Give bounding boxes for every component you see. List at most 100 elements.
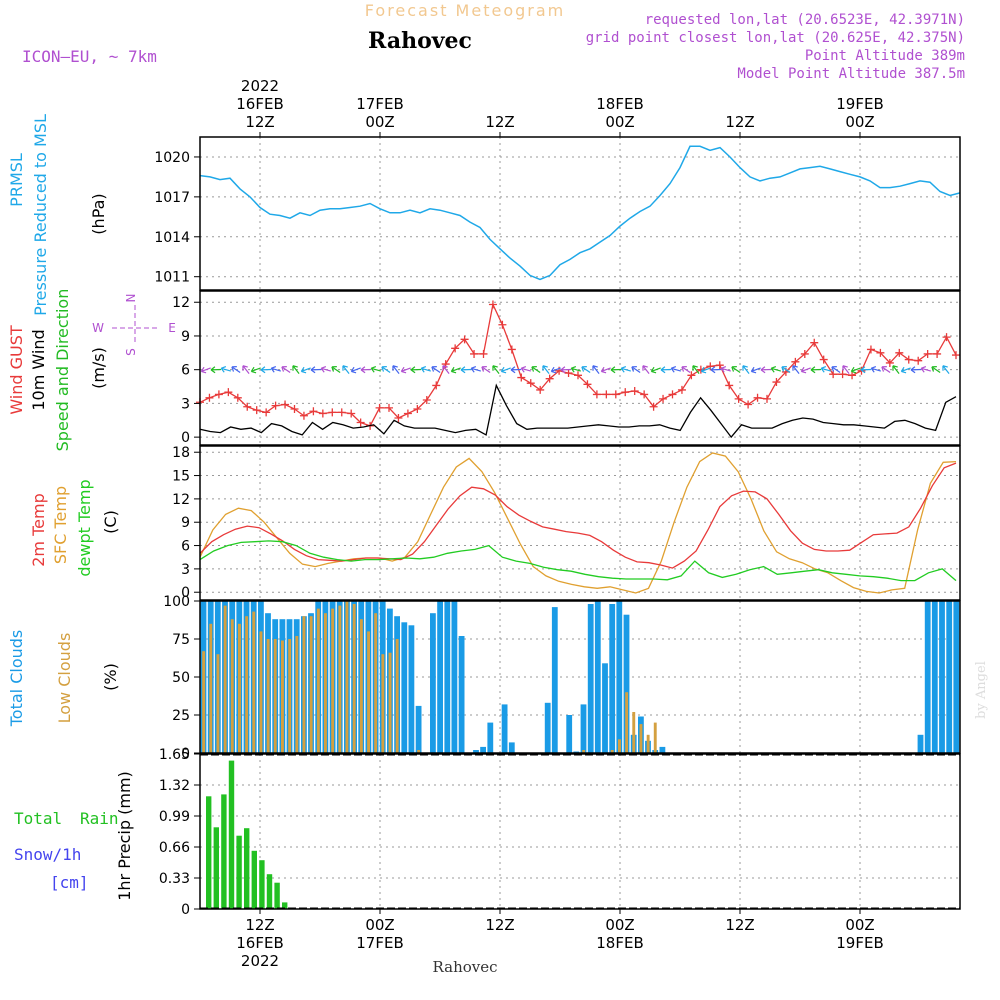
- wind-direction-arrow: [231, 366, 241, 373]
- low-clouds-bar: [618, 739, 621, 753]
- low-clouds-bar: [610, 750, 614, 753]
- gust-marker: [356, 418, 365, 427]
- gust-marker: [262, 408, 271, 417]
- wind-direction-arrow-shape: [220, 365, 231, 373]
- wind-direction-arrow: [870, 365, 881, 373]
- gust-marker: [233, 393, 242, 402]
- gust-marker: [347, 409, 356, 418]
- rain-bar: [206, 796, 212, 909]
- total-clouds-bar: [437, 601, 443, 753]
- wind-direction-arrow: [310, 366, 322, 374]
- top-time-label: 00Z: [365, 113, 394, 131]
- wind-direction-arrow: [560, 366, 572, 374]
- model-altitude: Model Point Altitude 387.5m: [737, 66, 965, 82]
- wind-direction-arrow-shape: [360, 366, 372, 374]
- bottom-year-label: 2022: [241, 952, 279, 970]
- low-clouds-bar: [352, 604, 356, 753]
- wind-direction-arrow: [642, 365, 650, 374]
- wind-direction-arrow-shape: [870, 365, 881, 373]
- ytick-label-wind: 0: [181, 430, 190, 446]
- ytick-label-wind: 12: [172, 295, 190, 311]
- wind-direction-arrow-shape: [581, 366, 591, 373]
- wind-direction-arrow: [760, 366, 772, 374]
- wind-direction-arrow-shape: [431, 366, 441, 373]
- wind-direction-arrow: [392, 365, 400, 374]
- low-clouds-bar: [295, 636, 299, 753]
- wind-direction-arrow-shape: [492, 365, 500, 374]
- gust-marker: [583, 380, 592, 389]
- gust-marker: [479, 349, 488, 358]
- low-clouds-bar: [388, 652, 392, 753]
- ytick-label-pressure: 1017: [154, 190, 190, 206]
- low-clouds-bar: [625, 692, 629, 753]
- total-clouds-bar: [939, 601, 945, 753]
- gust-marker: [422, 396, 431, 405]
- wind-direction-arrow: [410, 366, 422, 374]
- wind-direction-arrow: [270, 365, 281, 373]
- wind-direction-arrow: [260, 366, 272, 374]
- wind-direction-arrow: [750, 366, 761, 374]
- wind-direction-arrow-shape: [631, 366, 641, 373]
- total-clouds-bar: [594, 601, 601, 753]
- wind-direction-arrow-shape: [442, 365, 450, 374]
- axes-layer: 1011101410171020036912036912151802550751…: [154, 77, 961, 970]
- gust-marker: [299, 411, 308, 420]
- gust-marker: [545, 374, 554, 383]
- wind-direction-arrow: [710, 366, 722, 374]
- wind-direction-arrow: [620, 365, 631, 373]
- low-clouds-bar: [288, 639, 292, 753]
- wind-direction-arrow-shape: [510, 366, 522, 374]
- wind-direction-arrow: [831, 366, 841, 373]
- wind-direction-arrow: [581, 366, 591, 373]
- gust-marker: [687, 371, 696, 380]
- forecast-title: Forecast Meteogram: [365, 1, 565, 20]
- low-clouds-bar: [266, 639, 270, 753]
- top-date-label: 19FEB: [836, 95, 883, 113]
- ytick-label-clouds: 100: [163, 594, 190, 610]
- wind-direction-arrow-shape: [900, 366, 911, 374]
- wind-direction-arrow-shape: [470, 365, 481, 373]
- wind-direction-arrow: [550, 366, 561, 374]
- top-time-label: 00Z: [605, 113, 634, 131]
- wind-direction-arrow-shape: [792, 365, 800, 374]
- wind-direction-arrow: [450, 366, 461, 374]
- gust-marker: [649, 402, 658, 411]
- rain-bar: [282, 902, 288, 909]
- gust-marker: [810, 338, 819, 347]
- point-altitude: Point Altitude 389m: [805, 48, 965, 64]
- watermark: by Angel: [974, 661, 989, 719]
- wind-direction-arrow: [400, 366, 411, 374]
- ytick-label-precip: 0: [181, 902, 190, 918]
- low-clouds-bar: [395, 639, 399, 753]
- gust-marker: [214, 390, 223, 399]
- bottom-date-label: 19FEB: [836, 934, 883, 952]
- low-clouds-bar: [646, 734, 650, 753]
- wind-direction-arrow-shape: [242, 365, 250, 374]
- ytick-label-precip: 0.66: [159, 840, 190, 856]
- marks-layer: [196, 145, 961, 909]
- wind-gust-label: Wind GUST: [7, 325, 26, 415]
- low-clouds-bar: [632, 712, 636, 753]
- top-date-label: 16FEB: [236, 95, 283, 113]
- gust-marker: [621, 388, 630, 397]
- bottom-time-label: 12Z: [725, 916, 754, 934]
- wind-direction-arrow: [481, 366, 491, 373]
- precip-rain-label: Rain: [80, 809, 119, 828]
- low-clouds-bar: [381, 654, 385, 753]
- wind-direction-arrow-shape: [460, 366, 472, 374]
- wind-direction-arrow: [460, 366, 472, 374]
- wind-direction-arrow: [800, 366, 811, 374]
- gust-marker: [488, 300, 497, 309]
- wind-direction-arrow: [860, 366, 872, 374]
- wind-direction-arrow-shape: [850, 366, 861, 374]
- wind-direction-arrow: [900, 366, 911, 374]
- low-clouds-bar: [367, 631, 370, 753]
- wind-direction-arrow: [892, 365, 900, 374]
- ytick-label-temp: 15: [172, 469, 190, 485]
- wind-direction-arrow: [210, 366, 222, 374]
- wind-direction-arrow: [781, 366, 791, 373]
- ytick-label-clouds: 50: [172, 670, 190, 686]
- gust-marker: [224, 388, 233, 397]
- gust-marker: [904, 355, 913, 364]
- top-year-label: 2022: [241, 77, 279, 95]
